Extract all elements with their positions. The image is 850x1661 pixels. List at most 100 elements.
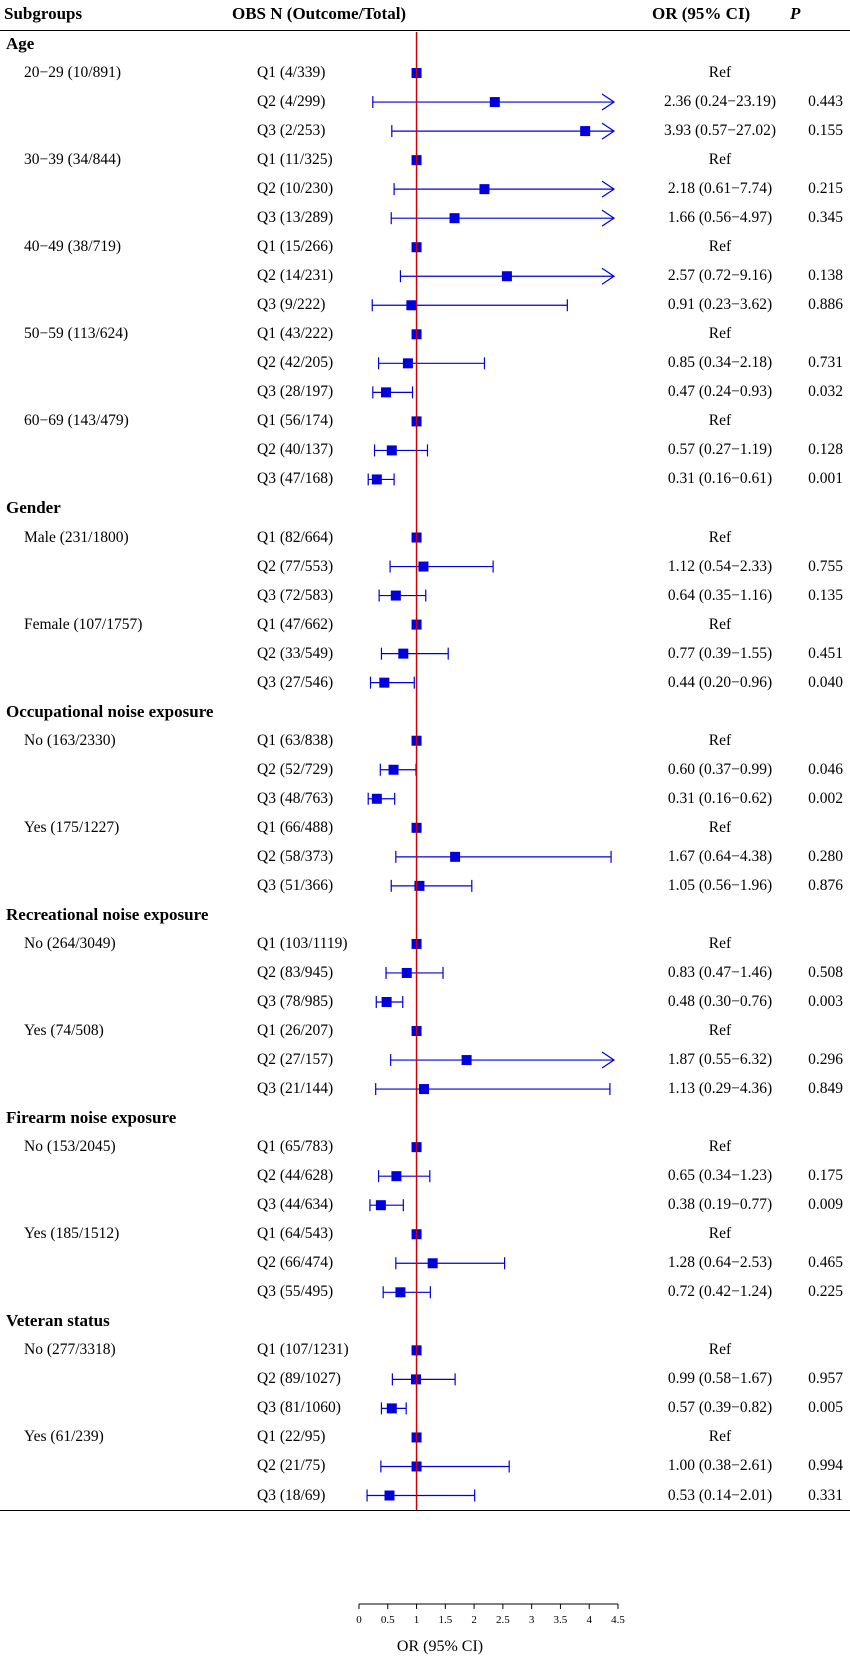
or-point-marker <box>395 1287 406 1298</box>
or-point-marker <box>381 996 392 1007</box>
or-ci-value: 1.05 (0.56−1.96) <box>667 876 773 894</box>
p-value: 0.331 <box>808 1486 843 1504</box>
or-point-marker <box>371 793 382 804</box>
quartile-label: Q2 (21/75) <box>257 1457 326 1475</box>
footer-divider <box>0 1510 850 1511</box>
p-value: 0.128 <box>808 441 843 459</box>
or-ci-value: Ref <box>708 238 732 256</box>
ci-arrow <box>601 93 616 111</box>
or-ci-value: 0.64 (0.35−1.16) <box>667 586 773 604</box>
p-value: 0.296 <box>808 1051 843 1069</box>
quartile-label: Q1 (65/783) <box>257 1138 334 1156</box>
or-ci-value: 0.91 (0.23−3.62) <box>667 296 773 314</box>
subgroup-label: 40−49 (38/719) <box>24 238 121 256</box>
or-point-marker <box>371 474 382 485</box>
quartile-label: Q1 (15/266) <box>257 238 334 256</box>
quartile-label: Q3 (78/985) <box>257 992 334 1010</box>
p-value: 0.002 <box>808 789 843 807</box>
or-point-marker <box>418 561 429 572</box>
quartile-label: Q1 (22/95) <box>257 1428 326 1446</box>
or-point-marker <box>402 358 413 369</box>
quartile-label: Q2 (10/230) <box>257 180 334 198</box>
or-ci-value: 2.57 (0.72−9.16) <box>667 267 773 285</box>
or-ci-value: Ref <box>708 412 732 430</box>
subgroup-label: No (264/3049) <box>24 934 116 952</box>
subgroup-label: 50−59 (113/624) <box>24 325 129 343</box>
p-value: 0.009 <box>808 1196 843 1214</box>
or-point-marker <box>375 1200 386 1211</box>
or-ci-value: 0.85 (0.34−2.18) <box>667 354 773 372</box>
or-point-marker <box>401 967 412 978</box>
quartile-label: Q1 (43/222) <box>257 325 334 343</box>
header-subgroups: Subgroups <box>4 4 83 23</box>
p-value: 0.508 <box>808 963 843 981</box>
p-value: 0.465 <box>808 1254 843 1272</box>
or-point-marker <box>388 764 399 775</box>
or-ci-value: Ref <box>708 151 732 169</box>
ci-arrow <box>601 1051 616 1069</box>
or-ci-value: 1.00 (0.38−2.61) <box>667 1457 773 1475</box>
or-ci-value: Ref <box>708 934 732 952</box>
x-axis-label: OR (95% CI) <box>396 1638 484 1655</box>
x-tick-label: 1 <box>413 1614 420 1626</box>
group-heading: Gender <box>6 498 61 518</box>
x-tick-label: 1.5 <box>438 1614 453 1626</box>
subgroup-label: Male (231/1800) <box>24 528 129 546</box>
or-point-marker <box>386 1403 397 1414</box>
or-ci-value: 0.38 (0.19−0.77) <box>667 1196 773 1214</box>
or-point-marker <box>391 1171 402 1182</box>
quartile-label: Q3 (51/366) <box>257 876 334 894</box>
p-value: 0.443 <box>808 93 843 111</box>
quartile-label: Q3 (81/1060) <box>257 1399 341 1417</box>
or-point-marker <box>414 880 425 891</box>
x-tick-label: 4.5 <box>611 1614 625 1626</box>
p-value: 0.003 <box>808 992 843 1010</box>
header-or: OR (95% CI) <box>652 4 751 23</box>
quartile-label: Q2 (83/945) <box>257 963 334 981</box>
or-ci-value: 1.67 (0.64−4.38) <box>667 847 773 865</box>
p-value: 0.994 <box>808 1457 843 1475</box>
p-value: 0.345 <box>808 209 843 227</box>
subgroup-label: No (163/2330) <box>24 731 116 749</box>
p-value: 0.731 <box>808 354 843 372</box>
x-tick-label: 0 <box>356 1614 362 1626</box>
quartile-label: Q1 (66/488) <box>257 818 334 836</box>
x-tick-label: 3 <box>528 1614 535 1626</box>
header-obs: OBS N (Outcome/Total) <box>232 4 407 23</box>
ci-arrow <box>601 122 616 140</box>
quartile-label: Q3 (28/197) <box>257 383 334 401</box>
header-p: P <box>790 4 801 23</box>
p-value: 0.135 <box>808 586 843 604</box>
or-point-marker <box>461 1055 472 1066</box>
ci-arrow <box>601 267 616 285</box>
quartile-label: Q1 (56/174) <box>257 412 334 430</box>
or-ci-value: Ref <box>708 1022 732 1040</box>
quartile-label: Q2 (27/157) <box>257 1051 334 1069</box>
or-point-marker <box>384 1490 395 1501</box>
or-ci-value: Ref <box>708 818 732 836</box>
or-ci-value: 0.57 (0.27−1.19) <box>667 441 773 459</box>
or-point-marker <box>450 851 461 862</box>
quartile-label: Q1 (82/664) <box>257 528 334 546</box>
or-ci-value: 1.66 (0.56−4.97) <box>667 209 773 227</box>
or-ci-value: 0.83 (0.47−1.46) <box>667 963 773 981</box>
p-value: 0.155 <box>808 122 843 140</box>
or-ci-value: Ref <box>708 1138 732 1156</box>
x-tick-label: 3.5 <box>553 1614 568 1626</box>
or-point-marker <box>381 387 392 398</box>
quartile-label: Q3 (44/634) <box>257 1196 334 1214</box>
quartile-label: Q3 (47/168) <box>257 470 334 488</box>
quartile-label: Q2 (42/205) <box>257 354 334 372</box>
or-point-marker <box>390 590 401 601</box>
or-point-marker <box>489 97 500 108</box>
or-ci-value: Ref <box>708 1428 732 1446</box>
p-value: 0.005 <box>808 1399 843 1417</box>
quartile-label: Q1 (26/207) <box>257 1022 334 1040</box>
group-heading: Recreational noise exposure <box>6 904 209 924</box>
or-ci-value: 0.31 (0.16−0.61) <box>667 470 773 488</box>
p-value: 0.138 <box>808 267 843 285</box>
group-heading: Veteran status <box>6 1311 110 1331</box>
quartile-label: Q2 (58/373) <box>257 847 334 865</box>
subgroup-label: 60−69 (143/479) <box>24 412 129 430</box>
